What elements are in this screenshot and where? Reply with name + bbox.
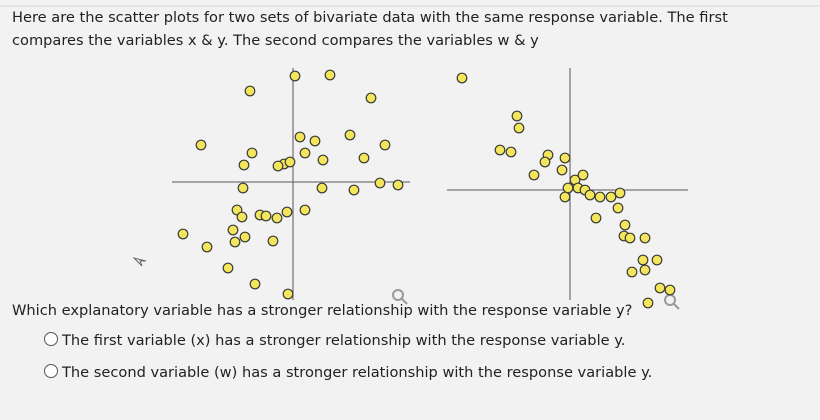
point (229, 236, 241, 248)
point (594, 191, 606, 203)
point (260, 210, 272, 222)
point (294, 131, 306, 143)
option[interactable]: The second variable (w) has a stronger r… (44, 364, 653, 381)
point (267, 235, 279, 247)
point (195, 139, 207, 151)
point (236, 211, 248, 223)
point (249, 278, 261, 290)
point (201, 241, 213, 253)
question: Which explanatory variable has a stronge… (12, 302, 632, 319)
point (626, 266, 638, 278)
point (577, 169, 589, 181)
point (246, 147, 258, 159)
point (282, 288, 294, 300)
point (651, 254, 663, 266)
point (344, 129, 356, 141)
point (237, 182, 249, 194)
point (619, 219, 631, 231)
point (559, 191, 571, 203)
point (317, 154, 329, 166)
point (316, 182, 328, 194)
point (559, 152, 571, 164)
point (374, 177, 386, 189)
point (238, 159, 250, 171)
point (639, 264, 651, 276)
point (456, 72, 468, 84)
option[interactable]: The first variable (x) has a stronger re… (44, 332, 626, 349)
radio[interactable] (44, 332, 58, 346)
point (299, 204, 311, 216)
point (309, 135, 321, 147)
point (281, 206, 293, 218)
intro-line: Here are the scatter plots for two sets … (12, 9, 728, 26)
point (584, 189, 596, 201)
point (642, 297, 654, 309)
point (637, 254, 649, 266)
radio[interactable] (44, 364, 58, 378)
point (605, 191, 617, 203)
intro-line: compares the variables x & y. The second… (12, 32, 539, 49)
point (299, 147, 311, 159)
option-label[interactable]: The first variable (x) has a stronger re… (61, 332, 625, 349)
point (289, 70, 301, 82)
point (358, 152, 370, 164)
point (348, 184, 360, 196)
point (244, 85, 256, 97)
point (392, 179, 404, 191)
point (177, 228, 189, 240)
point (539, 156, 551, 168)
point (654, 282, 666, 294)
point (271, 212, 283, 224)
point (505, 146, 517, 158)
point (494, 144, 506, 156)
point (562, 182, 574, 194)
point (239, 231, 251, 243)
point (272, 160, 284, 172)
point (664, 284, 676, 296)
point (639, 232, 651, 244)
point (222, 262, 234, 274)
option-label[interactable]: The second variable (w) has a stronger r… (61, 364, 652, 381)
point (612, 202, 624, 214)
point (624, 232, 636, 244)
point (284, 156, 296, 168)
cursor-icon (132, 257, 147, 267)
point (513, 122, 525, 134)
zoom-icon (392, 289, 408, 305)
point (324, 69, 336, 81)
point (556, 164, 568, 176)
point (614, 187, 626, 199)
point (590, 212, 602, 224)
point (379, 139, 391, 151)
point (365, 92, 377, 104)
point (528, 169, 540, 181)
point (227, 224, 239, 236)
point (511, 110, 523, 122)
